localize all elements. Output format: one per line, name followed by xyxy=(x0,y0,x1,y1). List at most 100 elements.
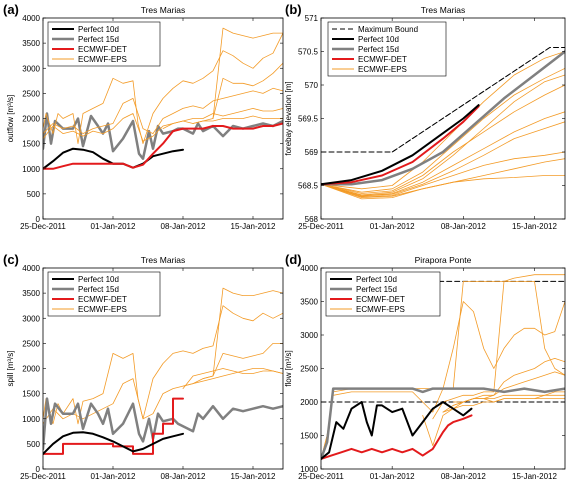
y-tick-label: 3000 xyxy=(300,331,318,340)
y-tick-label: 571 xyxy=(305,14,319,23)
legend-label: Perfect 15d xyxy=(78,285,119,294)
series-line-ecmwf-det xyxy=(321,414,473,460)
y-tick-label: 4000 xyxy=(22,264,40,273)
panel-label: (b) xyxy=(285,2,302,17)
legend-label: Perfect 15d xyxy=(78,35,119,44)
y-tick-label: 570 xyxy=(305,81,319,90)
series-line-ecmwf-eps xyxy=(321,274,565,460)
series-line-ecmwf-det xyxy=(43,397,184,455)
series-line-perfect-15d xyxy=(43,397,283,451)
x-tick-label: 08-Jan-2012 xyxy=(441,472,486,481)
panel-b: (b) Tres Marias 568 568.5 569 569.5 570 570.5 57… xyxy=(284,2,566,231)
y-tick-label: 3500 xyxy=(22,289,40,298)
legend-label: Perfect 10d xyxy=(78,25,119,34)
legend-label: Perfect 10d xyxy=(356,275,397,284)
x-tick-label: 01-Jan-2012 xyxy=(91,222,136,231)
plot-area xyxy=(43,287,283,455)
y-axis-label: outflow [m³/s] xyxy=(6,95,15,143)
legend-label: ECMWF-DET xyxy=(78,295,127,304)
y-tick-label: 2500 xyxy=(300,365,318,374)
legend-label: Maximum Bound xyxy=(358,25,418,34)
series-line-ecmwf-det xyxy=(43,122,283,170)
x-tick-label: 01-Jan-2012 xyxy=(91,472,136,481)
legend-label: ECMWF-DET xyxy=(78,45,127,54)
series-line-perfect-15d xyxy=(43,112,283,160)
x-tick-label: 08-Jan-2012 xyxy=(161,222,206,231)
x-tick-label: 25-Dec-2011 xyxy=(20,472,66,481)
y-tick-label: 500 xyxy=(27,440,41,449)
y-tick-label: 568 xyxy=(305,215,319,224)
y-tick-label: 2500 xyxy=(22,89,40,98)
series-line-ecmwf-eps xyxy=(182,287,283,387)
y-tick-label: 1500 xyxy=(22,390,40,399)
y-tick-label: 569 xyxy=(305,148,319,157)
y-tick-label: 0 xyxy=(36,215,41,224)
series-line-ecmwf-eps xyxy=(422,398,565,446)
legend-label: ECMWF-EPS xyxy=(358,65,407,74)
legend-label: ECMWF-EPS xyxy=(356,305,405,314)
series-line-ecmwf-eps xyxy=(182,368,283,389)
series-line-ecmwf-eps xyxy=(321,67,565,193)
panel-label: (d) xyxy=(285,252,302,267)
series-line-ecmwf-eps xyxy=(321,84,565,194)
series-line-ecmwf-eps xyxy=(321,175,565,198)
series-line-ecmwf-eps xyxy=(212,62,283,119)
series-line-ecmwf-eps xyxy=(192,27,283,124)
y-tick-label: 1000 xyxy=(300,465,318,474)
series-line-perfect-10d xyxy=(321,401,473,460)
legend-label: Perfect 15d xyxy=(358,45,399,54)
x-tick-label: 08-Jan-2012 xyxy=(161,472,206,481)
panel-c: (c) Tres Marias 0 500 1000 1500 2000 2500 3000 35… xyxy=(3,252,284,481)
legend-label: ECMWF-EPS xyxy=(78,305,127,314)
y-tick-label: 3000 xyxy=(22,314,40,323)
series-line-ecmwf-eps xyxy=(43,87,283,134)
x-tick-label: 15-Jan-2012 xyxy=(512,472,557,481)
series-line-ecmwf-eps xyxy=(43,368,283,425)
legend-label: ECMWF-EPS xyxy=(78,55,127,64)
y-tick-label: 2000 xyxy=(22,365,40,374)
y-tick-label: 3000 xyxy=(22,64,40,73)
series-line-ecmwf-det xyxy=(321,105,480,186)
x-tick-label: 25-Dec-2011 xyxy=(298,222,344,231)
x-tick-label: 01-Jan-2012 xyxy=(370,222,415,231)
panel-label: (c) xyxy=(3,252,19,267)
series-line-perfect-10d xyxy=(321,104,480,186)
series-line-ecmwf-eps xyxy=(442,358,565,413)
x-tick-label: 15-Jan-2012 xyxy=(512,222,557,231)
series-line-ecmwf-eps xyxy=(321,151,565,198)
legend-label: ECMWF-DET xyxy=(356,295,405,304)
y-tick-label: 1500 xyxy=(22,140,40,149)
y-tick-label: 1500 xyxy=(300,432,318,441)
series-line-ecmwf-eps xyxy=(321,51,565,190)
series-line-maximum-bound xyxy=(321,47,565,153)
y-tick-label: 568.5 xyxy=(298,182,319,191)
y-axis-label: forebay elevation [m] xyxy=(284,81,293,155)
series-line-ecmwf-eps xyxy=(43,108,283,142)
y-tick-label: 1000 xyxy=(22,165,40,174)
series-line-ecmwf-eps xyxy=(321,74,565,196)
y-axis-label: flow [m³/s] xyxy=(284,350,293,386)
series-line-ecmwf-eps xyxy=(202,343,283,379)
series-line-ecmwf-eps xyxy=(321,301,565,460)
plot-area xyxy=(321,47,565,200)
y-tick-label: 2000 xyxy=(300,398,318,407)
panel-a: (a) Tres Marias 0 500 1000 1500 2000 2500 3000 35… xyxy=(3,2,284,231)
plot-area xyxy=(321,274,565,461)
x-tick-label: 15-Jan-2012 xyxy=(231,472,276,481)
y-tick-label: 0 xyxy=(36,465,41,474)
y-tick-label: 4000 xyxy=(300,264,318,273)
x-tick-label: 08-Jan-2012 xyxy=(441,222,486,231)
legend-label: ECMWF-DET xyxy=(358,55,407,64)
y-tick-label: 2000 xyxy=(22,115,40,124)
legend-label: Perfect 15d xyxy=(356,285,397,294)
x-tick-label: 15-Jan-2012 xyxy=(231,222,276,231)
series-line-perfect-15d xyxy=(321,50,565,186)
x-tick-label: 25-Dec-2011 xyxy=(20,222,66,231)
y-tick-label: 3500 xyxy=(300,298,318,307)
chart-title: Tres Marias xyxy=(141,5,186,15)
series-line-ecmwf-eps xyxy=(43,32,283,144)
